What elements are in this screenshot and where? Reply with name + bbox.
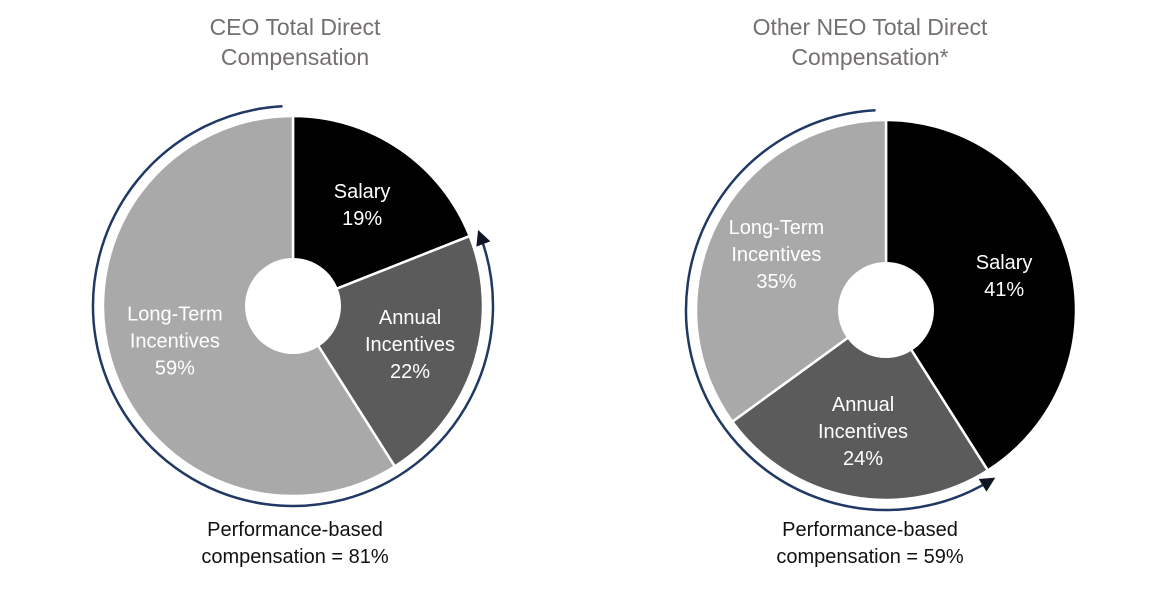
ceo-chart-title: CEO Total Direct Compensation (30, 12, 560, 72)
slice-label-salary: Salary 41% (976, 252, 1033, 301)
pie-slice-annual-incentives (731, 308, 990, 502)
pie-slice-annual-incentives (291, 234, 485, 468)
pie-slice-long-term-incentives (694, 118, 888, 423)
neo-caption-line2: compensation = 59% (776, 546, 964, 568)
slice-label-long-term-incentives: Long-Term Incentives 59% (127, 303, 223, 379)
neo-caption-line1: Performance-based (782, 519, 958, 541)
ceo-donut-chart: Salary 19% Annual Incentives 22% Long-Term Inc… (91, 105, 495, 508)
slice-label-annual-incentives: Annual Incentives 24% (818, 394, 908, 470)
ceo-chart-title-line1: CEO Total Direct (209, 14, 381, 40)
neo-chart-title-line1: Other NEO Total Direct (752, 14, 988, 40)
ceo-caption-line2: compensation = 81% (201, 546, 389, 568)
slice-label-annual-incentives: Annual Incentives 22% (365, 307, 455, 383)
slice-label-long-term-incentives: Long-Term Incentives 35% (729, 217, 825, 293)
neo-chart-caption: Performance-based compensation = 59% (620, 517, 1120, 571)
ceo-chart-title-line2: Compensation (220, 44, 370, 70)
donut-hole (838, 262, 934, 358)
donut-hole (245, 258, 341, 354)
slice-label-salary: Salary 19% (334, 181, 391, 230)
performance-based-arc (684, 109, 996, 512)
ceo-chart-caption: Performance-based compensation = 81% (30, 517, 560, 571)
neo-chart-title-line2: Compensation* (791, 44, 949, 70)
performance-based-arc (91, 105, 495, 508)
ceo-caption-line1: Performance-based (207, 519, 383, 541)
pie-slice-salary (291, 114, 471, 308)
neo-chart-title: Other NEO Total Direct Compensation* (620, 12, 1120, 72)
neo-donut-chart: Salary 41% Annual Incentives 24% Long-Term Inc… (684, 109, 1078, 512)
